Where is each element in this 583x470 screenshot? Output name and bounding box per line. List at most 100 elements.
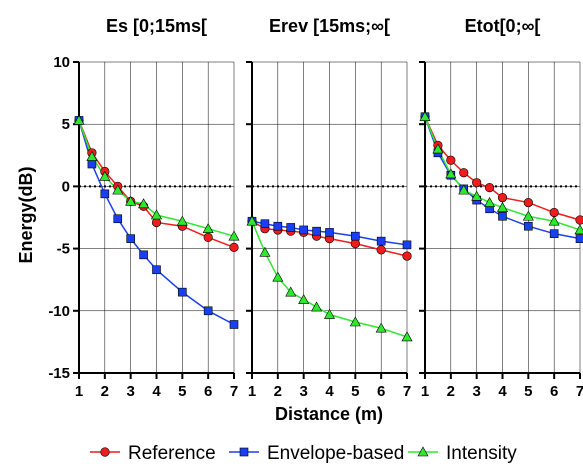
data-point-square [549,229,559,238]
data-point-circle [203,232,213,243]
data-point-triangle [112,184,124,195]
data-point-triangle [484,196,496,207]
series-line-triangle [78,120,235,237]
x-tick-label: 2 [447,383,455,400]
data-point-triangle [125,195,137,206]
data-point-square [87,159,97,169]
data-point-triangle [259,246,271,257]
x-tick-label: 1 [75,383,83,400]
data-point-circle [446,155,456,165]
x-tick-label: 6 [377,383,385,400]
data-point-triangle [548,215,560,226]
data-point-triangle [73,114,85,125]
data-point-square [299,225,308,235]
data-point-square [139,250,148,260]
data-point-circle [350,239,360,249]
data-point-triangle [298,293,310,304]
x-tick-label: 4 [325,383,334,400]
series-line-square [78,120,235,326]
data-point-square [113,214,123,224]
x-tick-label: 7 [230,383,238,400]
legend-label: Intensity [446,443,517,464]
data-point-square [376,236,386,246]
x-tick-label: 7 [403,383,411,400]
data-point-triangle [202,223,214,233]
data-point-square [273,221,283,231]
x-tick-label: 7 [576,383,583,400]
data-point-square [498,211,507,221]
data-point-circle [402,251,412,261]
data-point-triangle [138,198,150,209]
data-point-triangle [99,170,111,181]
data-point-circle [484,183,495,193]
series-line-circle [251,220,408,257]
data-point-square [351,231,360,241]
data-point-triangle [311,301,323,312]
y-tick-label: 0 [62,178,70,195]
panel-title: Erev [15ms;∞[ [269,16,390,36]
series-line-triangle [251,220,408,338]
data-point-triangle [349,316,361,327]
series-line-triangle [424,116,581,231]
data-point-circle [523,197,533,208]
x-tick-label: 3 [126,383,134,400]
data-point-triangle [445,168,457,179]
data-point-triangle [246,215,258,226]
legend-marker-square [239,447,249,457]
data-point-triangle [458,184,470,195]
legend-marker-circle [100,447,110,457]
y-tick-label: 10 [53,54,70,71]
data-point-triangle [401,331,413,342]
data-point-square [229,320,239,329]
data-point-square [402,240,412,250]
data-point-circle [151,217,162,228]
x-axis-label: Distance (m) [275,404,383,424]
data-point-triangle [86,150,98,161]
x-tick-label: 6 [204,383,212,400]
series-line-circle [424,116,581,221]
x-tick-label: 3 [472,383,480,400]
legend-label: Envelope-based [267,443,404,464]
x-tick-label: 5 [524,383,532,400]
legend-label: Reference [128,443,216,464]
data-point-triangle [228,230,240,241]
panel-2: Erev [15ms;∞[1 2 3 4 5 6 7 [246,16,413,400]
series-line-circle [78,120,235,249]
legend: Reference Envelope-based Intensity [90,443,517,464]
legend-item: Intensity [408,443,517,464]
data-point-circle [459,168,469,178]
legend-item: Reference [90,443,216,464]
data-point-circle [229,242,239,252]
data-point-triangle [432,143,444,154]
x-tick-label: 4 [498,383,507,400]
y-tick-label: -10 [48,303,70,320]
data-point-triangle [150,209,163,220]
panel-title: Es [0;15ms[ [106,16,207,36]
data-point-circle [472,178,482,188]
data-point-square [260,219,270,229]
x-tick-label: 6 [550,383,558,400]
data-point-square [203,306,213,316]
y-tick-label: -5 [57,241,70,258]
x-tick-label: 1 [421,383,429,400]
data-point-triangle [285,286,297,297]
series-line-square [251,220,408,246]
data-point-triangle [522,210,534,221]
data-point-square [575,234,583,243]
data-point-circle [497,192,508,203]
x-tick-label: 5 [351,383,359,400]
series-line-square [424,116,581,240]
data-point-square [152,265,161,275]
x-tick-label: 5 [178,383,186,400]
y-tick-label: -15 [48,365,70,382]
data-point-triangle [272,271,284,282]
data-point-triangle [375,322,387,333]
legend-marker-triangle [417,446,429,457]
data-point-circle [549,207,559,218]
data-point-triangle [496,201,509,212]
data-point-triangle [176,215,188,226]
data-point-square [178,287,187,297]
